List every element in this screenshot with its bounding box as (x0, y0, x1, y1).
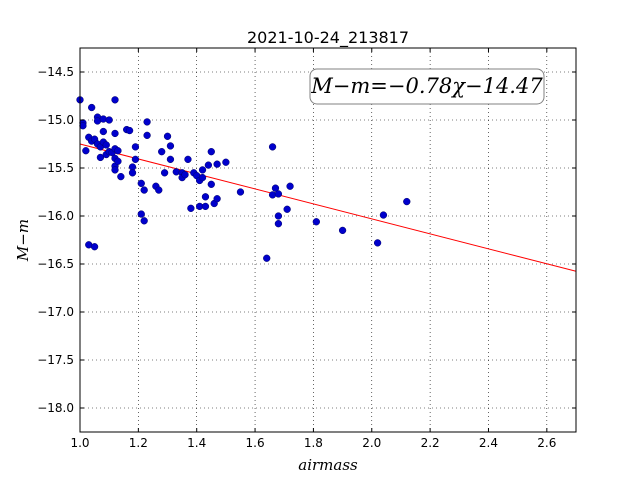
data-point (274, 190, 283, 198)
data-point (181, 171, 189, 179)
data-point (403, 197, 411, 206)
data-point (166, 142, 175, 150)
data-point (137, 179, 145, 188)
y-tick-label: −17.0 (37, 305, 74, 319)
fit-annotation: M−m=−0.78χ−14.47 (309, 68, 545, 105)
data-point (102, 141, 110, 149)
x-tick-label: 1.6 (246, 436, 265, 450)
data-point (125, 126, 134, 135)
data-point (143, 131, 151, 140)
data-point (222, 158, 230, 166)
fit-line-group (79, 143, 577, 272)
data-point (137, 210, 145, 218)
data-point (160, 169, 169, 177)
data-point (90, 243, 99, 251)
x-tick-label: 2.6 (537, 436, 556, 450)
data-point (143, 118, 151, 126)
data-point (105, 116, 113, 124)
data-point (114, 157, 122, 165)
data-point (99, 127, 107, 136)
data-point (201, 193, 210, 201)
x-tick-label: 1.2 (129, 436, 148, 450)
data-point (166, 155, 175, 164)
y-tick-label: −15.5 (37, 161, 74, 175)
y-tick-label: −18.0 (37, 401, 74, 415)
data-point (187, 204, 195, 212)
y-tick-label: −16.0 (37, 209, 74, 223)
data-point (286, 182, 294, 190)
data-point (207, 148, 215, 156)
x-axis-label: airmass (298, 456, 358, 474)
data-point (114, 147, 122, 155)
data-point (111, 96, 119, 104)
data-point (201, 202, 210, 211)
data-point (96, 153, 105, 162)
y-tick-label: −16.5 (37, 257, 74, 271)
y-axis-label: M−m (14, 219, 32, 262)
data-point (131, 155, 140, 164)
annotation-box (309, 68, 545, 105)
data-point (128, 169, 137, 177)
data-point (268, 143, 277, 151)
data-point (155, 186, 163, 194)
x-tick-label: 2.0 (362, 436, 381, 450)
data-point (204, 161, 213, 169)
data-point (111, 166, 119, 174)
fit-line (79, 143, 577, 272)
data-point (131, 143, 140, 151)
data-point (117, 172, 125, 181)
data-point (198, 173, 207, 182)
data-point (79, 122, 87, 130)
x-tick-label: 2.4 (479, 436, 498, 450)
data-point (184, 155, 192, 164)
y-tick-labels: −14.5 −15.0 −15.5 −16.0 −16.5 −17.0 −17.5 −18.0 (37, 65, 74, 415)
annotation-text: M−m=−0.78χ−14.47 (310, 74, 543, 98)
data-point (312, 218, 320, 226)
data-points (76, 96, 411, 262)
x-tick-label: 1.0 (70, 436, 89, 450)
data-point (271, 184, 280, 192)
x-tick-label: 2.2 (421, 436, 440, 450)
data-point (379, 211, 388, 219)
data-point (140, 217, 148, 225)
y-tick-label: −17.5 (37, 353, 74, 367)
plot-frame (79, 47, 577, 433)
data-point (274, 212, 283, 220)
data-point (163, 132, 172, 140)
x-tick-labels: 1.0 1.2 1.4 1.6 1.8 2.0 2.2 2.4 2.6 (70, 436, 556, 450)
data-point (274, 220, 283, 228)
x-tick-label: 1.4 (187, 436, 206, 450)
y-tick-label: −15.0 (37, 113, 74, 127)
axis-ticks (79, 48, 576, 432)
data-point (111, 129, 119, 138)
data-point (236, 188, 245, 196)
x-tick-label: 1.8 (304, 436, 323, 450)
data-point (338, 226, 347, 235)
data-point (140, 186, 148, 194)
data-point (82, 147, 90, 155)
data-point (263, 254, 271, 262)
grid (79, 48, 576, 432)
data-point (213, 195, 221, 203)
chart-title: 2021-10-24_213817 (247, 28, 409, 48)
data-point (158, 148, 166, 156)
data-point (213, 160, 221, 168)
y-tick-label: −14.5 (37, 65, 74, 79)
data-point (373, 239, 382, 247)
data-point (207, 180, 215, 188)
data-point (88, 103, 96, 112)
data-point (283, 205, 291, 213)
data-point (198, 166, 207, 174)
